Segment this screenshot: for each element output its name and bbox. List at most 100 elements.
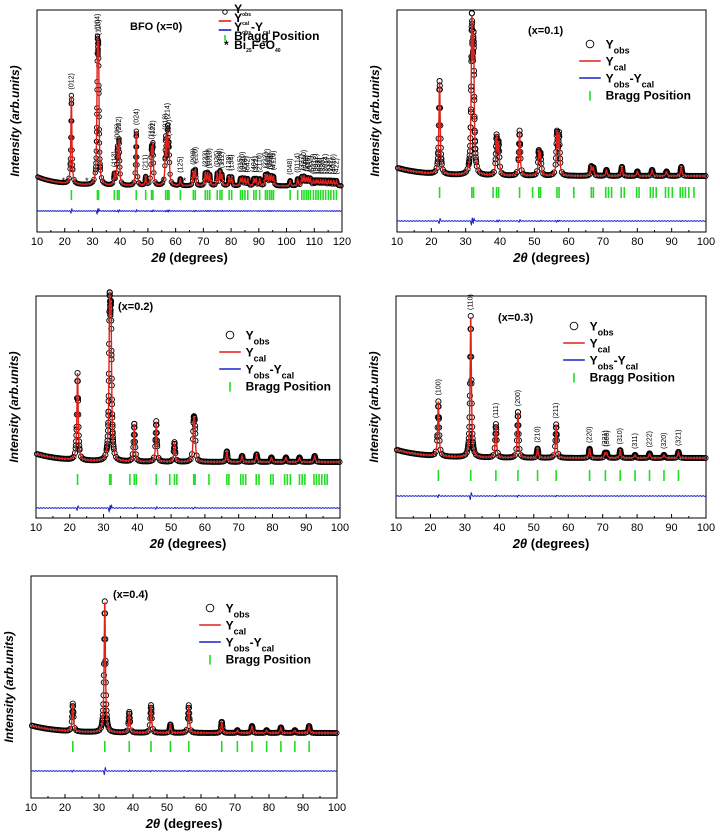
bragg-positions [437, 470, 680, 481]
x-tick-label: 80 [266, 522, 278, 534]
hkl-label: (3012) [313, 154, 320, 174]
hkl-label: (327) [299, 154, 306, 170]
hkl-label: (300) [166, 120, 173, 136]
hkl-label: (024) [133, 109, 140, 125]
hkl-label: (324) [269, 153, 276, 169]
yobs-point [463, 449, 470, 456]
x-tick-label: 20 [59, 802, 71, 814]
hkl-label: (226) [242, 156, 249, 172]
x-tick-label: 30 [460, 236, 472, 248]
x-tick-label: 50 [142, 236, 154, 248]
hkl-label: (110) [468, 294, 475, 310]
impurity-star: * [62, 176, 66, 186]
hkl-label: (238) [315, 158, 322, 174]
hkl-label: (100) [435, 379, 442, 395]
x-tick-label: 100 [331, 522, 349, 534]
x-tick-label: 30 [459, 522, 471, 534]
yobs-point [269, 456, 276, 463]
yobs-point [123, 727, 130, 734]
x-tick-label: 30 [93, 802, 105, 814]
hkl-label: (042) [245, 156, 252, 172]
x-tick-label: 90 [297, 802, 309, 814]
yobs-point [661, 453, 668, 460]
hkl-label: (232) [262, 152, 269, 168]
yobs-point [664, 170, 671, 177]
hkl-label: (220) [587, 426, 594, 442]
legend-bragg-label: Bragg Position [234, 29, 319, 43]
hkl-label: (116) [149, 124, 156, 140]
hkl-label: (131) [205, 150, 212, 166]
chart-x02: 10 20 30 40 50 60 70 80 90 100 2θ (degrees) Intensi… [7, 289, 349, 551]
hkl-label: (111) [493, 403, 500, 418]
legend-obs-label: Yobs [226, 601, 250, 619]
yobs-point [88, 180, 95, 186]
y-axis-label: Intensity (arb.units) [367, 351, 381, 462]
yobs-point [159, 180, 166, 186]
chart-x04: 10 20 30 40 50 60 70 80 90 100 2θ (degrees) Intensi… [2, 575, 346, 831]
legend-obs-marker [585, 39, 595, 49]
x-tick-label: 120 [333, 236, 351, 248]
hkl-label: (0114) [295, 153, 302, 173]
chart-bfo-x0: 10 20 30 40 50 60 70 80 90 100 110 120 2θ (degrees) I… [8, 2, 351, 265]
chart-x01: 10 20 30 40 50 60 70 80 90 100 2θ (degrees) Intensi… [368, 9, 715, 265]
x-tick-label: 10 [30, 522, 42, 534]
x-tick-label: 70 [233, 522, 245, 534]
yobs-point [65, 178, 71, 184]
legend-obs-marker [569, 321, 579, 331]
hkl-label: (241) [328, 158, 335, 174]
yobs-point [461, 169, 468, 176]
panel-title: (x=0.3) [498, 312, 533, 324]
yobs-point [551, 169, 558, 176]
impurity-star: * [183, 176, 187, 186]
plot-frame [30, 575, 338, 799]
yobs-point [169, 456, 176, 463]
x-tick-label: 50 [528, 522, 540, 534]
legend-bragg-label: Bragg Position [590, 370, 675, 384]
x-tick-label: 20 [59, 236, 71, 248]
x-tick-label: 60 [199, 522, 211, 534]
hkl-label: (200) [515, 390, 522, 406]
x-tick-label: 20 [425, 236, 437, 248]
panel-title: (x=0.1) [528, 25, 563, 37]
legend-diff-label: Yobs-Ycal [234, 20, 270, 36]
x-axis-label: 2θ (degrees) [150, 250, 228, 265]
legend-diff-label: Yobs-Ycal [226, 635, 275, 653]
x-tick-label: 100 [277, 236, 295, 248]
hkl-label: (4110) [271, 151, 278, 171]
hkl-label: (113) [111, 151, 118, 167]
x-tick-label: 70 [597, 236, 609, 248]
x-tick-label: 80 [631, 522, 643, 534]
legend-obs-marker [222, 9, 228, 15]
ydiff-line [396, 217, 707, 227]
hkl-label: (4010) [331, 154, 338, 174]
x-axis-label: 2θ (degrees) [512, 536, 590, 551]
impurity-star: * [85, 176, 89, 186]
y-axis-label: Intensity (arb.units) [2, 631, 16, 742]
yobs-point [532, 171, 539, 178]
x-tick-label: 60 [562, 522, 574, 534]
hkl-label: (036) [214, 151, 221, 167]
hkl-label: (202) [116, 116, 123, 132]
hkl-label: (333) [325, 158, 332, 174]
yobs-point [67, 725, 74, 732]
hkl-label: (422) [333, 158, 340, 174]
x-tick-label: 30 [97, 522, 109, 534]
x-axis-label: 2θ (degrees) [149, 536, 227, 551]
x-tick-label: 60 [195, 802, 207, 814]
legend-obs-label: Yobs [246, 328, 270, 346]
hkl-label: (320) [661, 433, 668, 449]
hkl-label: (0210) [239, 152, 246, 172]
panel-title: BFO (x=0) [130, 21, 183, 33]
x-tick-label: 90 [253, 236, 265, 248]
hkl-label: (1010) [207, 148, 214, 168]
hkl-label: (321) [253, 156, 260, 172]
hkl-label: (122) [150, 120, 157, 136]
yobs-series [33, 289, 343, 466]
hkl-label: (315) [238, 156, 245, 172]
legend-impurity-label: Bi25FeO40 [234, 38, 281, 54]
yobs-point [297, 456, 304, 463]
ycal-line [395, 317, 706, 459]
yobs-point [99, 455, 106, 462]
x-tick-label: 90 [665, 522, 677, 534]
